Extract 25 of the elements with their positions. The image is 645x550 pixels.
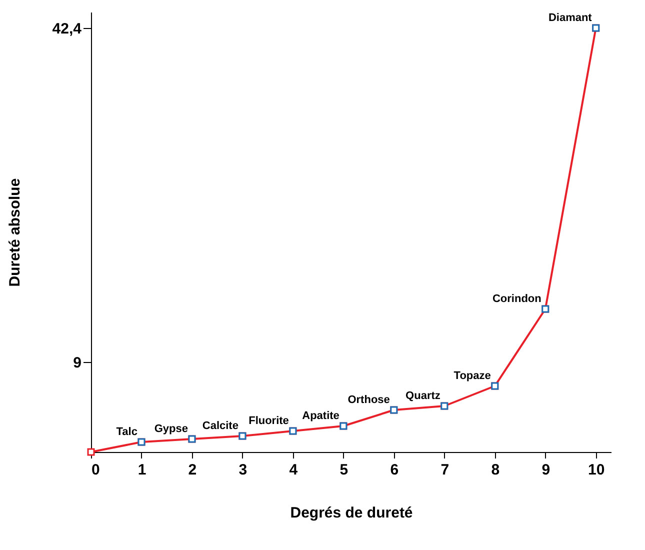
annotation: Quartz xyxy=(406,390,441,402)
x-tick-label: 6 xyxy=(390,462,399,478)
annotation: Apatite xyxy=(302,410,340,422)
x-tick-label: 0 xyxy=(92,462,100,478)
y-axis-title: Dureté absolue xyxy=(6,178,24,287)
annotation: Diamant xyxy=(548,12,592,24)
annotation: Fluorite xyxy=(248,415,289,427)
annotation: Orthose xyxy=(348,394,390,406)
x-tick-label: 8 xyxy=(491,462,500,478)
annotation: Gypse xyxy=(154,423,188,435)
annotation: Corindon xyxy=(492,293,542,305)
x-tick-label: 4 xyxy=(289,462,298,478)
x-tick-label: 10 xyxy=(588,462,605,478)
x-tick-label: 1 xyxy=(138,462,146,478)
x-axis-title: Degrés de dureté xyxy=(290,504,413,522)
x-tick-label: 5 xyxy=(340,462,348,478)
x-tick-label: 7 xyxy=(440,462,450,478)
annotation: Calcite xyxy=(202,420,238,432)
annotation: Topaze xyxy=(454,370,491,382)
point xyxy=(87,448,95,456)
x-tick-label: 3 xyxy=(238,462,248,478)
y-tick-label: 42,4 xyxy=(52,20,82,38)
x-tick-label: 2 xyxy=(188,462,197,478)
annotation: Talc xyxy=(116,426,138,438)
x-tick-label: 9 xyxy=(542,462,550,478)
